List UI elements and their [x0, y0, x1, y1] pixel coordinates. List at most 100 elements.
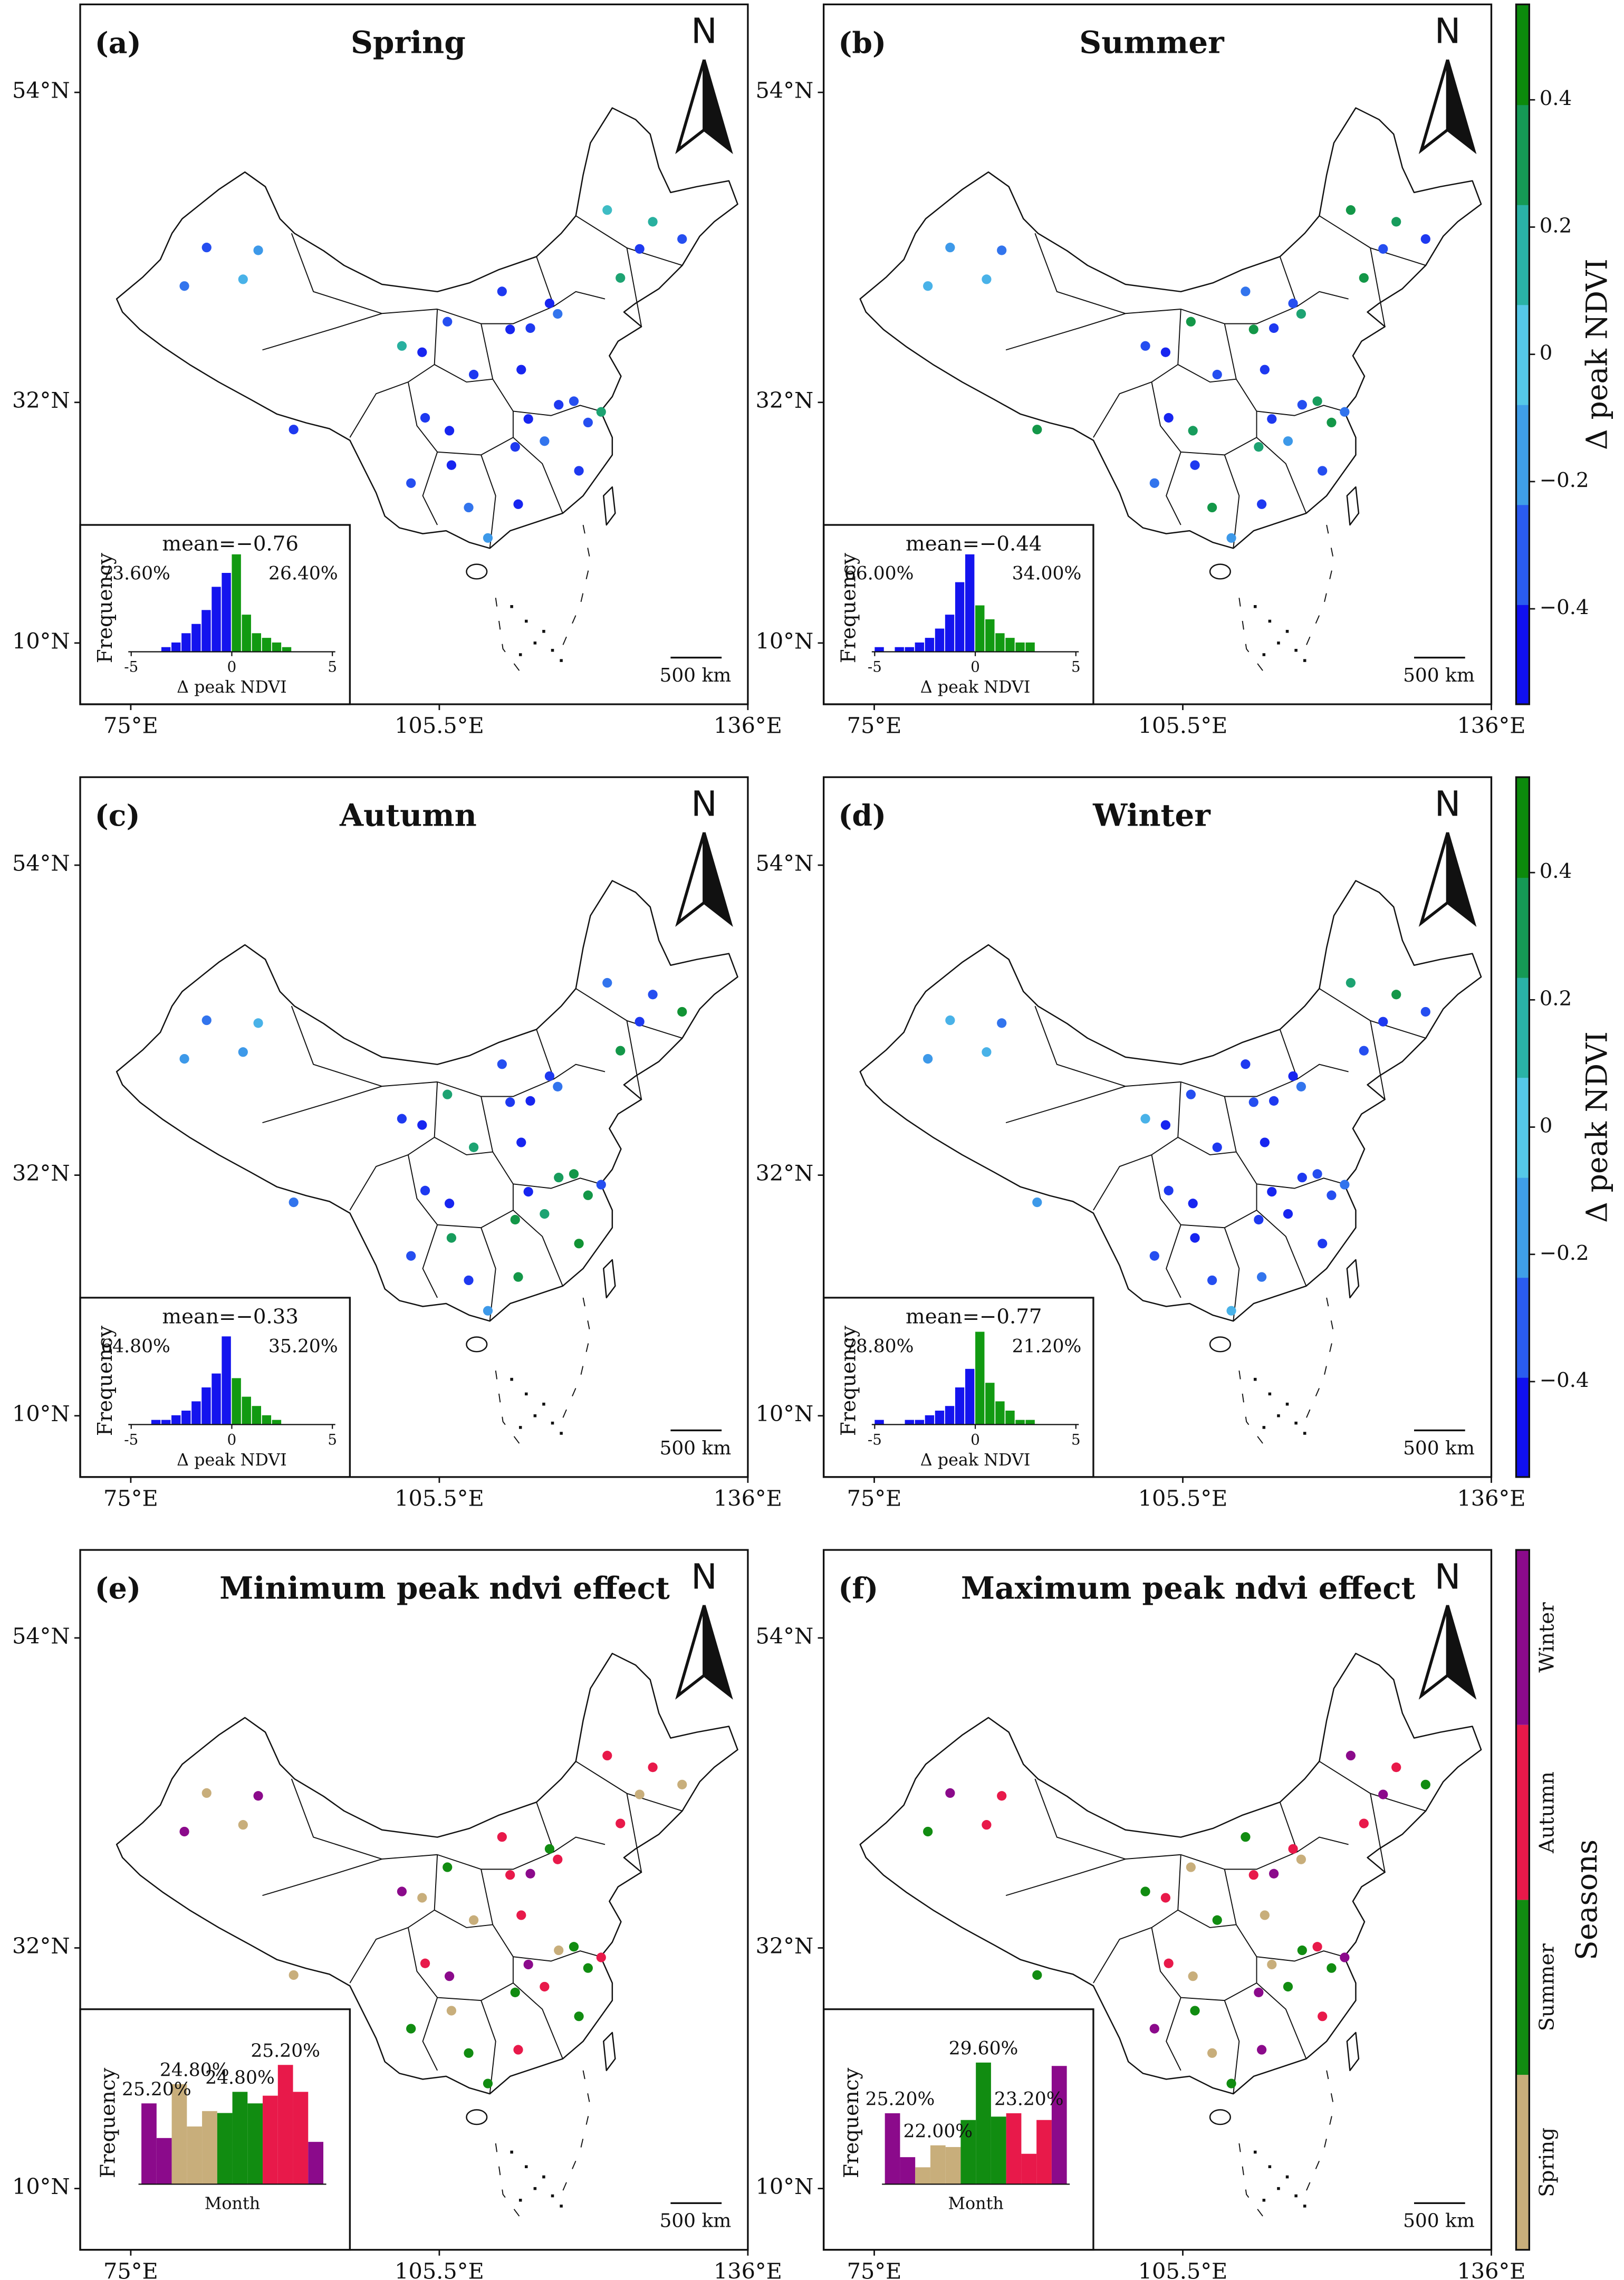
- site: [1391, 1762, 1401, 1773]
- inset-mean: mean=−0.77: [906, 1305, 1042, 1329]
- site: [443, 1862, 453, 1872]
- panel-title: Minimum peak ndvi effect: [219, 1570, 670, 1606]
- site: [444, 426, 455, 436]
- inset-ylabel: Frequency: [96, 2068, 120, 2178]
- inset-neg-share: 73.60%: [101, 563, 170, 585]
- site: [583, 1963, 593, 1973]
- site: [1267, 414, 1277, 424]
- y-tick-label: 54°N: [756, 78, 814, 103]
- site: [1207, 2048, 1217, 2058]
- site: [1267, 1959, 1277, 1970]
- month-bar: [247, 2103, 263, 2185]
- site: [1164, 1958, 1174, 1968]
- site: [997, 1018, 1007, 1028]
- site: [1318, 1239, 1328, 1249]
- site: [1160, 1893, 1171, 1903]
- site: [1359, 1818, 1369, 1828]
- site: [1260, 1910, 1270, 1920]
- colorbar-segment: [1516, 977, 1530, 1078]
- colorbar-tick-label: 0: [1540, 1114, 1553, 1138]
- month-bar: [1036, 2120, 1052, 2185]
- hist-bar: [161, 647, 171, 652]
- hist-bar: [212, 587, 221, 652]
- site: [1288, 1844, 1298, 1854]
- hist-bar: [191, 1401, 201, 1425]
- site: [945, 1788, 955, 1798]
- month-bar: [171, 2084, 187, 2185]
- site: [553, 1854, 563, 1864]
- site: [1346, 1750, 1356, 1761]
- colorbar-segment: [1516, 1550, 1530, 1725]
- hist-bar: [232, 554, 241, 652]
- site: [510, 442, 520, 452]
- site: [238, 1820, 248, 1830]
- hist-bar: [242, 1396, 251, 1425]
- hist-bar: [975, 1331, 985, 1425]
- x-tick-label: 105.5°E: [395, 2258, 484, 2280]
- site: [446, 1233, 457, 1243]
- site: [1283, 436, 1293, 446]
- site: [574, 2011, 584, 2022]
- hist-bar: [272, 642, 282, 652]
- site: [1212, 1142, 1222, 1153]
- site: [1391, 990, 1401, 1000]
- site: [406, 478, 416, 488]
- colorbar-tick-label: −0.2: [1540, 468, 1589, 492]
- inset-pos-share: 34.00%: [1012, 563, 1082, 585]
- site: [1241, 1059, 1251, 1069]
- site: [677, 1007, 687, 1017]
- month-bar: [991, 2116, 1006, 2185]
- site: [1164, 1185, 1174, 1195]
- month-bar: [217, 2113, 233, 2185]
- site: [1140, 1886, 1150, 1896]
- colorbar-tick-label: 0.2: [1540, 214, 1572, 237]
- site: [1190, 1233, 1200, 1243]
- site: [1340, 407, 1350, 417]
- hist-bar: [1025, 642, 1035, 652]
- site: [1186, 317, 1196, 327]
- colorbar-segment: [1516, 304, 1530, 405]
- inset-pos-share: 26.40%: [268, 563, 338, 585]
- site: [1164, 413, 1174, 423]
- inset-ylabel: Frequency: [840, 2068, 863, 2178]
- site: [238, 274, 248, 284]
- site: [1190, 2006, 1200, 2016]
- site: [464, 502, 474, 513]
- x-tick-label: 75°E: [103, 2258, 158, 2280]
- site: [523, 1959, 533, 1970]
- site: [569, 396, 579, 406]
- site: [1318, 466, 1328, 476]
- site: [1420, 1779, 1430, 1789]
- colorbar-segment: [1516, 4, 1530, 106]
- panel-frame: [822, 3, 1493, 705]
- hist-bar: [1005, 638, 1015, 652]
- y-tick-label: 10°N: [12, 1401, 70, 1426]
- hist-bar: [151, 1420, 161, 1425]
- hist-bar: [222, 573, 231, 652]
- site: [1186, 1862, 1196, 1872]
- site: [1283, 1209, 1293, 1219]
- site: [1256, 2045, 1267, 2055]
- inset-tick-label: -5: [868, 658, 882, 675]
- month-bar: [277, 2065, 293, 2185]
- site: [1288, 1071, 1298, 1081]
- site: [443, 1089, 453, 1099]
- hist-bar: [965, 554, 975, 652]
- site: [397, 1886, 407, 1896]
- site: [540, 1981, 550, 1992]
- hist-bar: [935, 628, 945, 652]
- site: [635, 1789, 645, 1799]
- colorbar-tick-label: 0.4: [1540, 87, 1572, 110]
- colorbar-frame: [1515, 1549, 1531, 2251]
- x-tick-label: 75°E: [847, 1486, 902, 1511]
- hist-bar: [262, 1415, 272, 1425]
- colorbar-segment: [1516, 604, 1530, 705]
- hist-bar: [212, 1373, 221, 1425]
- site: [635, 1017, 645, 1027]
- site: [583, 1190, 593, 1200]
- site: [253, 1018, 263, 1028]
- inset-box: [822, 1297, 1094, 1478]
- month-bar: [308, 2142, 324, 2185]
- site: [1256, 1272, 1267, 1282]
- hist-bar: [925, 1415, 935, 1425]
